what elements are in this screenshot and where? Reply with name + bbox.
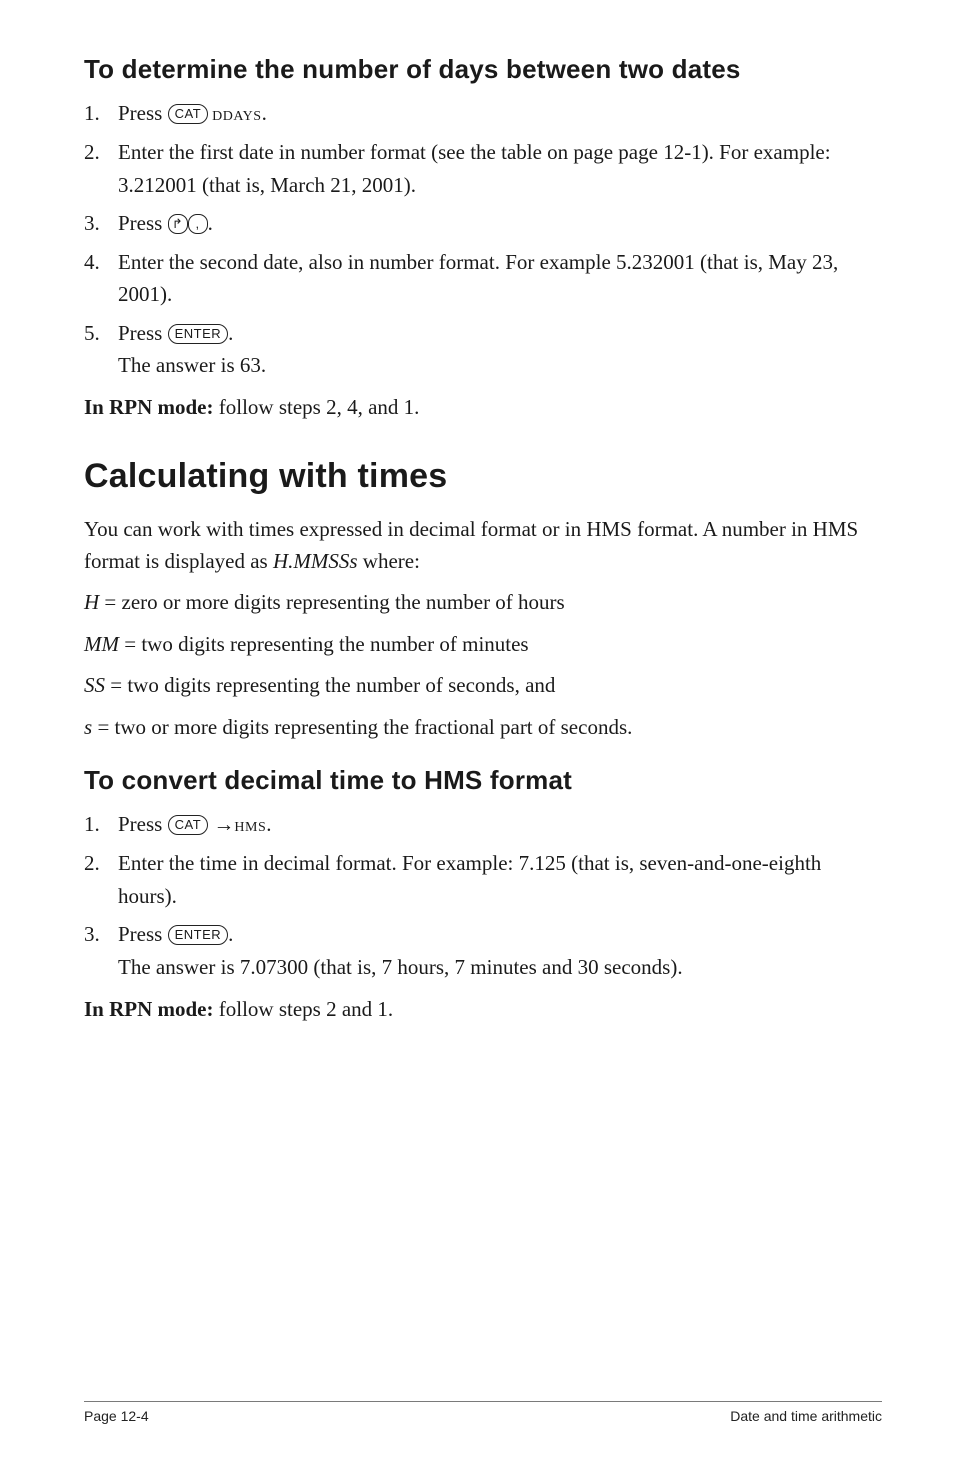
- step-text: .: [208, 211, 213, 235]
- def-line: MM = two digits representing the number …: [84, 629, 882, 661]
- step-text: →: [208, 812, 234, 836]
- step-text: The answer is 63.: [118, 353, 266, 377]
- def-symbol: SS: [84, 673, 105, 697]
- enter-key-icon: ENTER: [168, 324, 229, 344]
- step-text: Press: [118, 101, 168, 125]
- def-line: s = two or more digits representing the …: [84, 712, 882, 744]
- def-text: = two or more digits representing the fr…: [92, 715, 632, 739]
- step-text: .: [228, 321, 233, 345]
- step-text: Press: [118, 922, 168, 946]
- ddays-label: ddays: [212, 103, 261, 125]
- def-line: H = zero or more digits representing the…: [84, 587, 882, 619]
- section2-title: To convert decimal time to HMS format: [84, 765, 882, 796]
- def-symbol: MM: [84, 632, 119, 656]
- shift-key-icon: ↱: [168, 214, 188, 234]
- rpn-rest: follow steps 2, 4, and 1.: [214, 395, 420, 419]
- enter-key-icon: ENTER: [168, 925, 229, 945]
- major-title: Calculating with times: [84, 457, 882, 496]
- major-intro: You can work with times expressed in dec…: [84, 514, 882, 577]
- step-text: .: [266, 812, 271, 836]
- cat-key-icon: CAT: [168, 104, 209, 124]
- step-text: .: [228, 922, 233, 946]
- step-text: Enter the second date, also in number fo…: [118, 250, 838, 307]
- step-item: Enter the second date, also in number fo…: [84, 246, 882, 311]
- intro-text: where:: [358, 549, 420, 573]
- section1-title: To determine the number of days between …: [84, 54, 882, 85]
- cat-key-icon: CAT: [168, 815, 209, 835]
- step-item: Enter the first date in number format (s…: [84, 136, 882, 201]
- def-line: SS = two digits representing the number …: [84, 670, 882, 702]
- intro-text: You can work with times expressed in dec…: [84, 517, 858, 573]
- step-item: Press CATddays.: [84, 97, 882, 130]
- def-symbol: H: [84, 590, 99, 614]
- step-item: Enter the time in decimal format. For ex…: [84, 847, 882, 912]
- footer-right: Date and time arithmetic: [730, 1408, 882, 1424]
- hms-label: hms: [234, 814, 266, 836]
- def-text: = two digits representing the number of …: [119, 632, 529, 656]
- footer-left: Page 12-4: [84, 1408, 149, 1424]
- step-text: The answer is 7.07300 (that is, 7 hours,…: [118, 955, 683, 979]
- comma-key-icon: ,: [188, 214, 208, 234]
- step-text: Press: [118, 812, 168, 836]
- step-text: Press: [118, 321, 168, 345]
- step-text: .: [262, 101, 267, 125]
- step-item: Press CAT →hms.: [84, 808, 882, 841]
- section2-steps: Press CAT →hms. Enter the time in decima…: [84, 808, 882, 983]
- rpn-lead: In RPN mode:: [84, 997, 214, 1021]
- def-text: = two digits representing the number of …: [105, 673, 555, 697]
- step-item: Press ENTER. The answer is 7.07300 (that…: [84, 918, 882, 983]
- section1-steps: Press CATddays. Enter the first date in …: [84, 97, 882, 382]
- step-item: Press ↱,.: [84, 207, 882, 240]
- page-footer: Page 12-4 Date and time arithmetic: [84, 1401, 882, 1424]
- rpn-rest: follow steps 2 and 1.: [214, 997, 394, 1021]
- step-item: Press ENTER. The answer is 63.: [84, 317, 882, 382]
- rpn-note: In RPN mode: follow steps 2, 4, and 1.: [84, 392, 882, 424]
- hms-format: H.MMSSs: [273, 549, 358, 573]
- step-text: Enter the time in decimal format. For ex…: [118, 851, 821, 908]
- step-text: Press: [118, 211, 168, 235]
- rpn-lead: In RPN mode:: [84, 395, 214, 419]
- page: To determine the number of days between …: [0, 0, 954, 1464]
- step-text: Enter the first date in number format (s…: [118, 140, 831, 197]
- def-text: = zero or more digits representing the n…: [99, 590, 565, 614]
- def-symbol: s: [84, 715, 92, 739]
- rpn-note: In RPN mode: follow steps 2 and 1.: [84, 994, 882, 1026]
